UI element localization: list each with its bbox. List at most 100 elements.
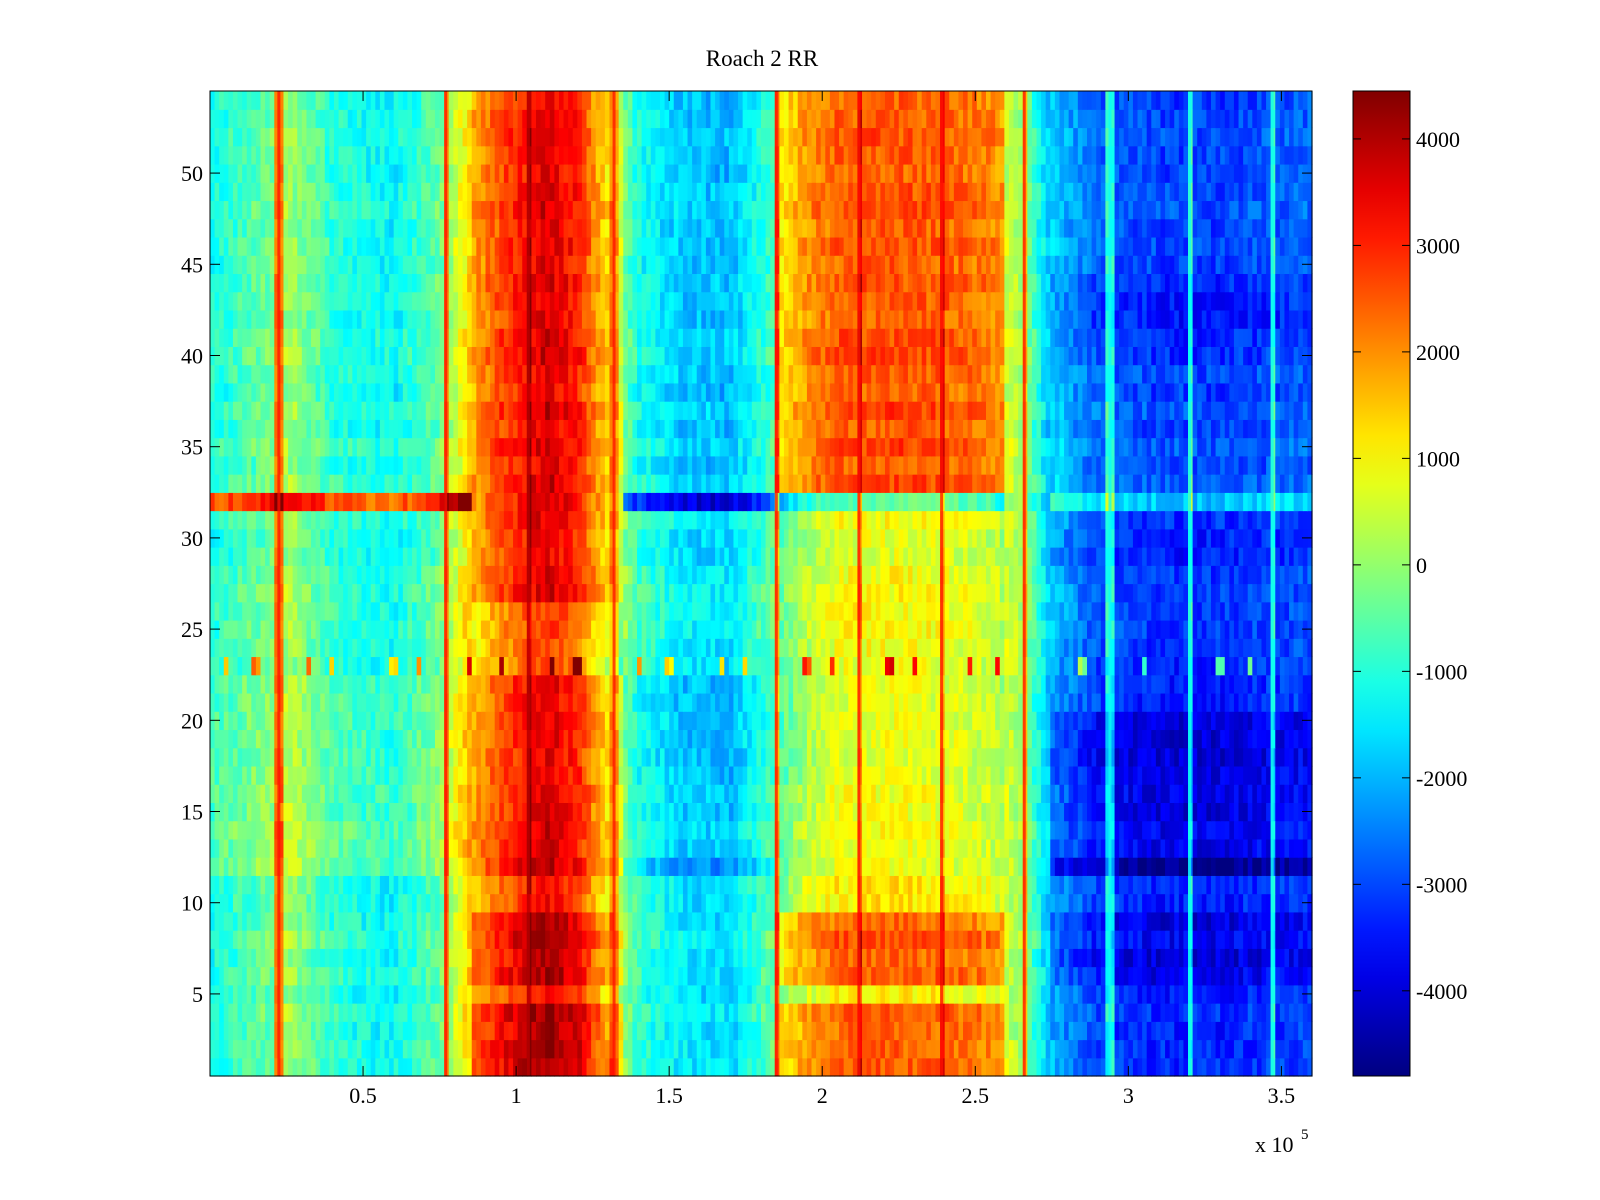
heatmap-cell (1233, 1021, 1240, 1041)
heatmap-cell (1096, 1021, 1102, 1041)
heatmap-cell (1041, 857, 1047, 876)
heatmap-cell (1293, 984, 1299, 1004)
heatmap-cell (545, 711, 551, 731)
heatmap-cell (852, 857, 859, 876)
heatmap-cell (315, 911, 321, 931)
heatmap-cell (843, 948, 849, 968)
heatmap-cell (499, 765, 505, 785)
heatmap-cell (1293, 838, 1299, 858)
heatmap-cell (866, 930, 872, 949)
heatmap-cell (283, 1021, 289, 1041)
heatmap-cell (884, 911, 891, 931)
heatmap-cell (1174, 911, 1180, 931)
heatmap-cell (288, 784, 294, 803)
heatmap-cell (366, 1003, 372, 1022)
heatmap-cell (297, 711, 303, 731)
heatmap-cell (926, 765, 932, 785)
heatmap-cell (416, 692, 422, 712)
heatmap-cell (614, 948, 620, 968)
heatmap-cell (1220, 893, 1226, 913)
heatmap-cell (1169, 857, 1175, 876)
heatmap-cell (499, 729, 505, 749)
heatmap-cell (1096, 765, 1102, 785)
heatmap-cell (581, 729, 588, 749)
heatmap-cell (1077, 930, 1084, 949)
heatmap-cell (545, 893, 551, 913)
heatmap-cell (499, 692, 505, 712)
heatmap-cell (669, 1039, 675, 1059)
heatmap-cell (650, 930, 656, 949)
heatmap-cell (1247, 930, 1253, 949)
heatmap-cell (903, 966, 909, 986)
heatmap-cell (1128, 711, 1134, 731)
heatmap-cell (1229, 820, 1235, 840)
heatmap-cell (421, 1003, 427, 1022)
heatmap-cell (434, 893, 441, 913)
heatmap-cell (219, 893, 225, 913)
heatmap-cell (269, 820, 275, 840)
heatmap-cell (467, 820, 473, 840)
heatmap-cell (329, 692, 335, 712)
heatmap-cell (1054, 802, 1061, 822)
heatmap-cell (1174, 765, 1180, 785)
heatmap-cell (1041, 1003, 1047, 1022)
heatmap-cell (848, 1003, 854, 1022)
heatmap-cell (1105, 1021, 1111, 1041)
heatmap-cell (655, 911, 661, 931)
heatmap-cell (728, 875, 735, 895)
heatmap-cell (324, 1003, 330, 1022)
heatmap-cell (930, 747, 937, 767)
heatmap-cell (1266, 893, 1272, 913)
heatmap-cell (522, 948, 528, 968)
heatmap-cell (618, 911, 624, 931)
heatmap-cell (1165, 948, 1171, 968)
heatmap-cell (1174, 930, 1180, 949)
heatmap-cell (513, 729, 519, 749)
heatmap-cell (1132, 930, 1139, 949)
heatmap-cell (255, 692, 262, 712)
heatmap-cell (457, 1021, 464, 1041)
heatmap-cell (797, 857, 803, 876)
heatmap-cell (953, 747, 960, 767)
heatmap-cell (1132, 875, 1139, 895)
heatmap-cell (320, 820, 326, 840)
heatmap-cell (1174, 948, 1180, 968)
heatmap-cell (283, 802, 289, 822)
heatmap-cell (1087, 784, 1093, 803)
heatmap-cell (618, 893, 624, 913)
heatmap-cell (719, 930, 725, 949)
heatmap-cell (848, 1021, 854, 1041)
heatmap-cell (480, 893, 487, 913)
heatmap-cell (664, 784, 670, 803)
heatmap-cell (862, 911, 868, 931)
heatmap-cell (1114, 893, 1120, 913)
heatmap-cell (356, 930, 363, 949)
heatmap-cell (1087, 802, 1093, 822)
heatmap-cell (306, 729, 312, 749)
heatmap-cell (637, 820, 643, 840)
heatmap-cell (356, 747, 363, 767)
heatmap-cell (1105, 966, 1111, 986)
heatmap-cell (1302, 948, 1309, 968)
heatmap-cell (673, 1003, 679, 1022)
heatmap-cell (1105, 765, 1111, 785)
heatmap-cell (1215, 747, 1221, 767)
heatmap-cell (871, 857, 877, 876)
heatmap-cell (586, 838, 592, 858)
heatmap-cell (1293, 966, 1299, 986)
heatmap-cell (797, 820, 803, 840)
heatmap-cell (421, 765, 427, 785)
heatmap-cell (990, 1003, 996, 1022)
heatmap-cell (558, 747, 565, 767)
heatmap-cell (627, 711, 634, 731)
heatmap-cell (1165, 893, 1171, 913)
heatmap-cell (210, 911, 216, 931)
heatmap-cell (1224, 893, 1230, 913)
heatmap-cell (324, 692, 330, 712)
heatmap-cell (641, 1003, 647, 1022)
heatmap-cell (632, 875, 638, 895)
heatmap-cell (912, 966, 918, 986)
heatmap-cell (747, 966, 753, 986)
heatmap-cell (880, 1021, 886, 1041)
